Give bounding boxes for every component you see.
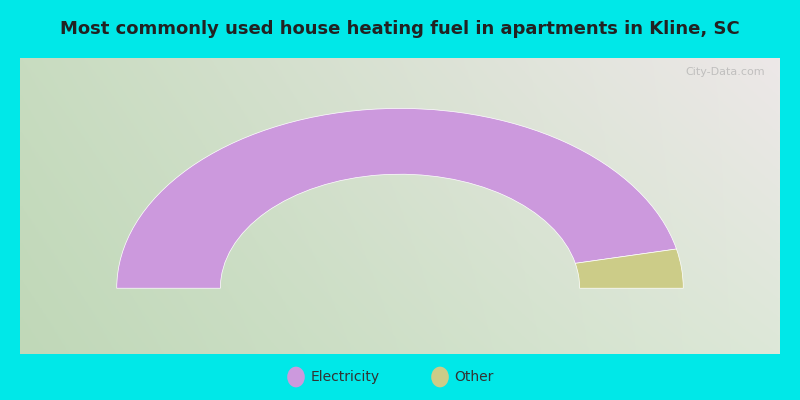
Text: Most commonly used house heating fuel in apartments in Kline, SC: Most commonly used house heating fuel in… xyxy=(60,20,740,38)
Wedge shape xyxy=(575,249,683,288)
Text: Electricity: Electricity xyxy=(310,370,379,384)
Wedge shape xyxy=(117,108,677,288)
Text: Other: Other xyxy=(454,370,494,384)
Ellipse shape xyxy=(431,367,449,387)
Text: City-Data.com: City-Data.com xyxy=(685,67,765,77)
Ellipse shape xyxy=(287,367,305,387)
